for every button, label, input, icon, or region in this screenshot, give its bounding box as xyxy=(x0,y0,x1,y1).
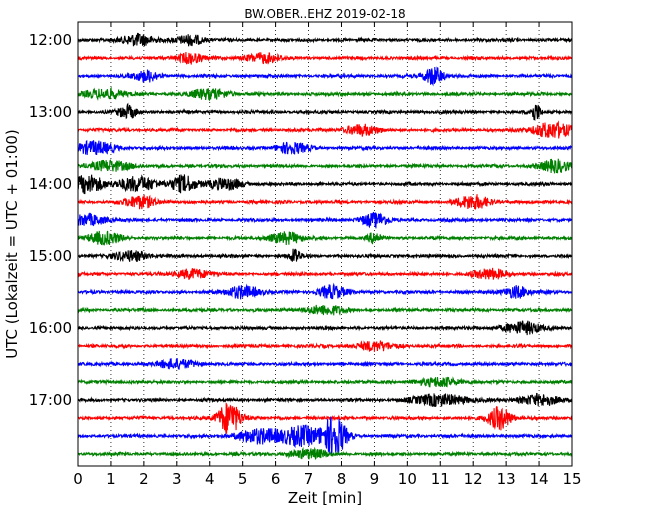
x-tick-label: 14 xyxy=(530,470,549,488)
x-tick-label: 5 xyxy=(238,470,248,488)
y-tick-label: 12:00 xyxy=(29,31,72,49)
x-tick-label: 8 xyxy=(337,470,347,488)
y-tick-label: 16:00 xyxy=(29,319,72,337)
y-tick-label: 15:00 xyxy=(29,247,72,265)
x-axis-label: Zeit [min] xyxy=(288,489,362,507)
y-axis-label: UTC (Lokalzeit = UTC + 01:00) xyxy=(3,129,21,359)
x-tick-label: 15 xyxy=(562,470,581,488)
y-tick-label: 14:00 xyxy=(29,175,72,193)
x-tick-label: 11 xyxy=(431,470,450,488)
x-tick-label: 12 xyxy=(464,470,483,488)
y-tick-label: 17:00 xyxy=(29,391,72,409)
x-tick-label: 6 xyxy=(271,470,281,488)
x-tick-label: 10 xyxy=(398,470,417,488)
x-tick-label: 0 xyxy=(73,470,83,488)
x-tick-label: 3 xyxy=(172,470,182,488)
x-tick-label: 13 xyxy=(497,470,516,488)
x-tick-label: 2 xyxy=(139,470,149,488)
x-tick-label: 1 xyxy=(106,470,116,488)
x-tick-label: 4 xyxy=(205,470,215,488)
x-tick-label: 7 xyxy=(304,470,314,488)
x-tick-label: 9 xyxy=(370,470,380,488)
y-tick-label: 13:00 xyxy=(29,103,72,121)
chart-title: BW.OBER..EHZ 2019-02-18 xyxy=(244,7,405,21)
